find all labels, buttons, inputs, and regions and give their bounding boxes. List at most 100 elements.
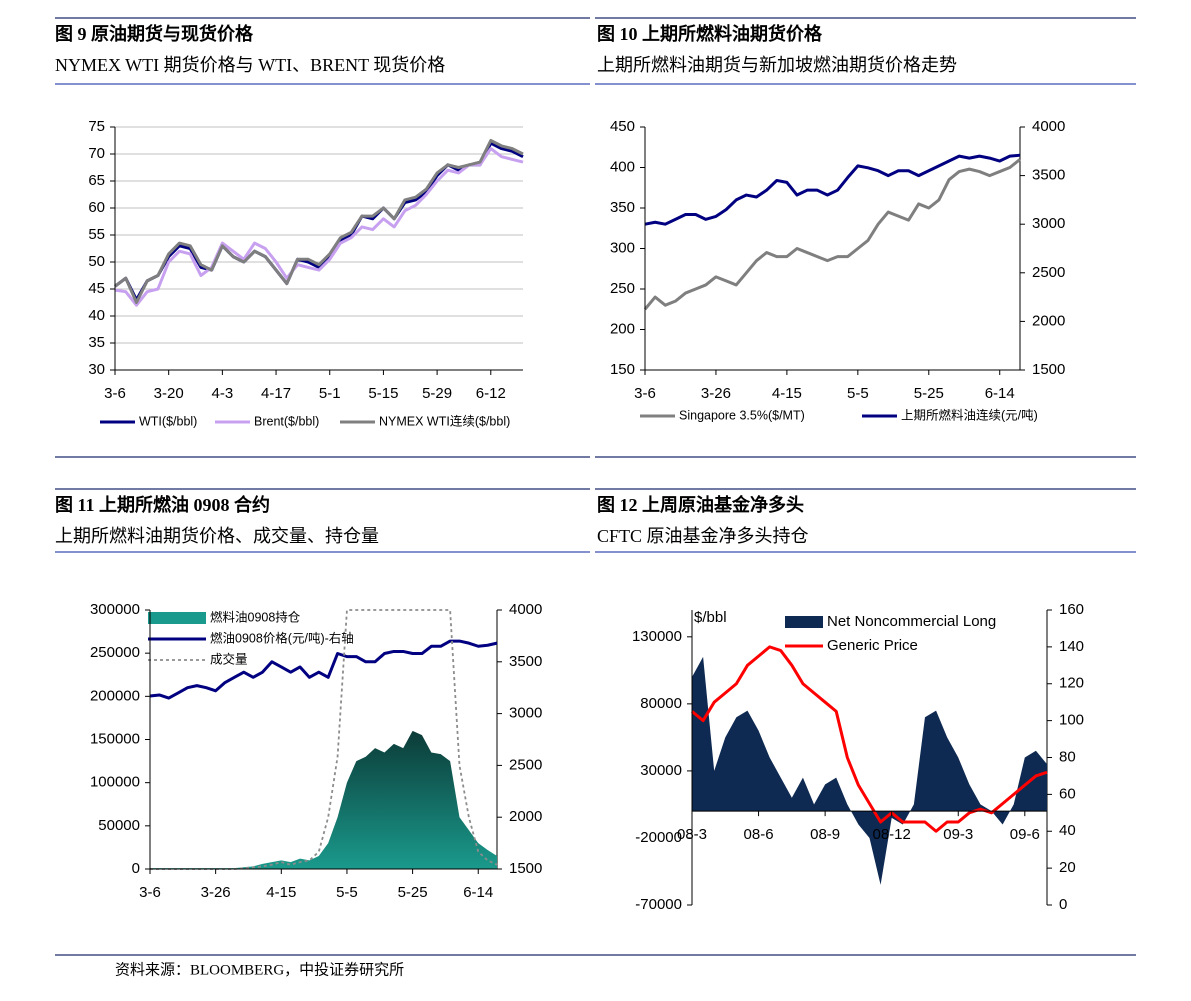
figure-subtitle: 上期所燃料油期货与新加坡燃油期货价格走势: [597, 55, 957, 75]
y2-tick-label: 2000: [509, 808, 542, 825]
figure-title: 图 10 上期所燃料油期货价格: [597, 23, 823, 44]
legend-label: 燃料油0908持仓: [210, 609, 301, 624]
x-tick-label: 5-5: [847, 385, 869, 402]
x-tick-label: 08-9: [810, 826, 840, 843]
y2-tick-label: 2500: [509, 756, 542, 773]
figure-title: 图 9 原油期货与现货价格: [55, 23, 254, 44]
x-tick-label: 3-26: [201, 884, 231, 901]
x-tick-label: 6-12: [476, 385, 506, 402]
x-tick-label: 5-29: [422, 385, 452, 402]
y-tick-label: 50: [88, 253, 105, 270]
y-tick-label: 40: [88, 307, 105, 324]
x-tick-label: 3-26: [701, 385, 731, 402]
y-tick-label: 80000: [640, 695, 682, 712]
line: [644, 153, 1021, 226]
y2-tick-label: 160: [1059, 601, 1084, 618]
x-tick-label: 08-3: [677, 826, 707, 843]
legend-label: WTI($/bbl): [139, 414, 197, 428]
x-tick-label: 3-6: [139, 884, 161, 901]
area: [150, 730, 497, 869]
y2-tick-label: 120: [1059, 675, 1084, 692]
line: [114, 139, 524, 304]
x-tick-label: 4-15: [266, 884, 296, 901]
y-tick-label: 50000: [98, 817, 140, 834]
legend-label: Brent($/bbl): [254, 414, 319, 428]
legend-label: Singapore 3.5%($/MT): [679, 408, 805, 422]
x-tick-label: 5-1: [319, 385, 341, 402]
y-tick-label: 30000: [640, 762, 682, 779]
y-tick-label: 45: [88, 280, 105, 297]
y-tick-label: 130000: [632, 628, 682, 645]
line: [643, 158, 1021, 311]
legend-label: 上期所燃料油连续(元/吨): [901, 407, 1038, 422]
legend-swatch: [785, 616, 823, 628]
x-tick-label: 08-6: [744, 826, 774, 843]
figure-subtitle: CFTC 原油基金净多头持仓: [597, 526, 809, 546]
figure-subtitle: 上期所燃料油期货价格、成交量、持仓量: [55, 526, 379, 546]
y2-tick-label: 1500: [509, 860, 542, 877]
x-tick-label: 3-6: [634, 385, 656, 402]
y2-tick-label: 0: [1059, 896, 1067, 913]
chart: 图 9 原油期货与现货价格 NYMEX WTI 期货价格与 WTI、BRENT 现…: [55, 23, 524, 428]
y-tick-label: 75: [88, 118, 105, 135]
x-tick-label: 4-3: [212, 385, 234, 402]
y2-tick-label: 1500: [1032, 361, 1065, 378]
y-tick-label: 35: [88, 334, 105, 351]
y2-tick-label: 40: [1059, 822, 1076, 839]
x-tick-label: 4-15: [772, 385, 802, 402]
y-tick-label: 400: [610, 158, 635, 175]
legend-label: 燃油0908价格(元/吨)-右轴: [210, 630, 354, 645]
y-tick-label: 60: [88, 199, 105, 216]
y2-tick-label: 80: [1059, 748, 1076, 765]
y-tick-label: 150: [610, 361, 635, 378]
y-tick-label: 30: [88, 361, 105, 378]
x-tick-label: 3-20: [154, 385, 184, 402]
y-tick-label: 300: [610, 239, 635, 256]
x-tick-label: 5-15: [368, 385, 398, 402]
chart: 图 12 上周原油基金净多头 CFTC 原油基金净多头持仓 -70000 -20000…: [597, 494, 1084, 913]
y-tick-label: 150000: [90, 730, 140, 747]
figure-title: 图 11 上期所燃油 0908 合约: [55, 494, 270, 515]
y2-tick-label: 4000: [1032, 118, 1065, 135]
x-tick-label: 09-6: [1010, 826, 1040, 843]
y2-tick-label: 2000: [1032, 312, 1065, 329]
y2-tick-label: 4000: [509, 601, 542, 618]
y2-tick-label: 2500: [1032, 264, 1065, 281]
x-tick-label: 5-25: [398, 884, 428, 901]
y-tick-label: 200: [610, 320, 635, 337]
x-tick-label: 09-3: [943, 826, 973, 843]
x-tick-label: 4-17: [261, 385, 291, 402]
legend-swatch: [148, 612, 206, 624]
y2-tick-label: 3000: [1032, 215, 1065, 232]
y-tick-label: 70: [88, 145, 105, 162]
line: [114, 141, 524, 302]
y2-tick-label: 140: [1059, 638, 1084, 655]
y-tick-label: 100000: [90, 774, 140, 791]
legend-label: Net Noncommercial Long: [827, 613, 996, 630]
y2-tick-label: 100: [1059, 712, 1084, 729]
y-tick-label: 300000: [90, 601, 140, 618]
x-tick-label: 6-14: [463, 884, 493, 901]
y-axis-label: $/bbl: [694, 609, 727, 626]
figure-subtitle: NYMEX WTI 期货价格与 WTI、BRENT 现货价格: [55, 55, 445, 75]
x-tick-label: 3-6: [104, 385, 126, 402]
x-tick-label: 5-25: [914, 385, 944, 402]
y2-tick-label: 3500: [1032, 167, 1065, 184]
rules: [55, 17, 1136, 956]
y-tick-label: 250: [610, 280, 635, 297]
y2-tick-label: 3500: [509, 653, 542, 670]
y-tick-label: 450: [610, 118, 635, 135]
y-tick-label: 200000: [90, 687, 140, 704]
line: [149, 639, 498, 700]
y-tick-label: 350: [610, 199, 635, 216]
legend-label: Generic Price: [827, 637, 918, 654]
legend-label: NYMEX WTI连续($/bbl): [379, 413, 510, 428]
y2-tick-label: 20: [1059, 859, 1076, 876]
x-tick-label: 6-14: [985, 385, 1015, 402]
legend-label: 成交量: [210, 651, 248, 666]
y-tick-label: -20000: [635, 829, 682, 846]
x-tick-label: 08-12: [873, 826, 911, 843]
